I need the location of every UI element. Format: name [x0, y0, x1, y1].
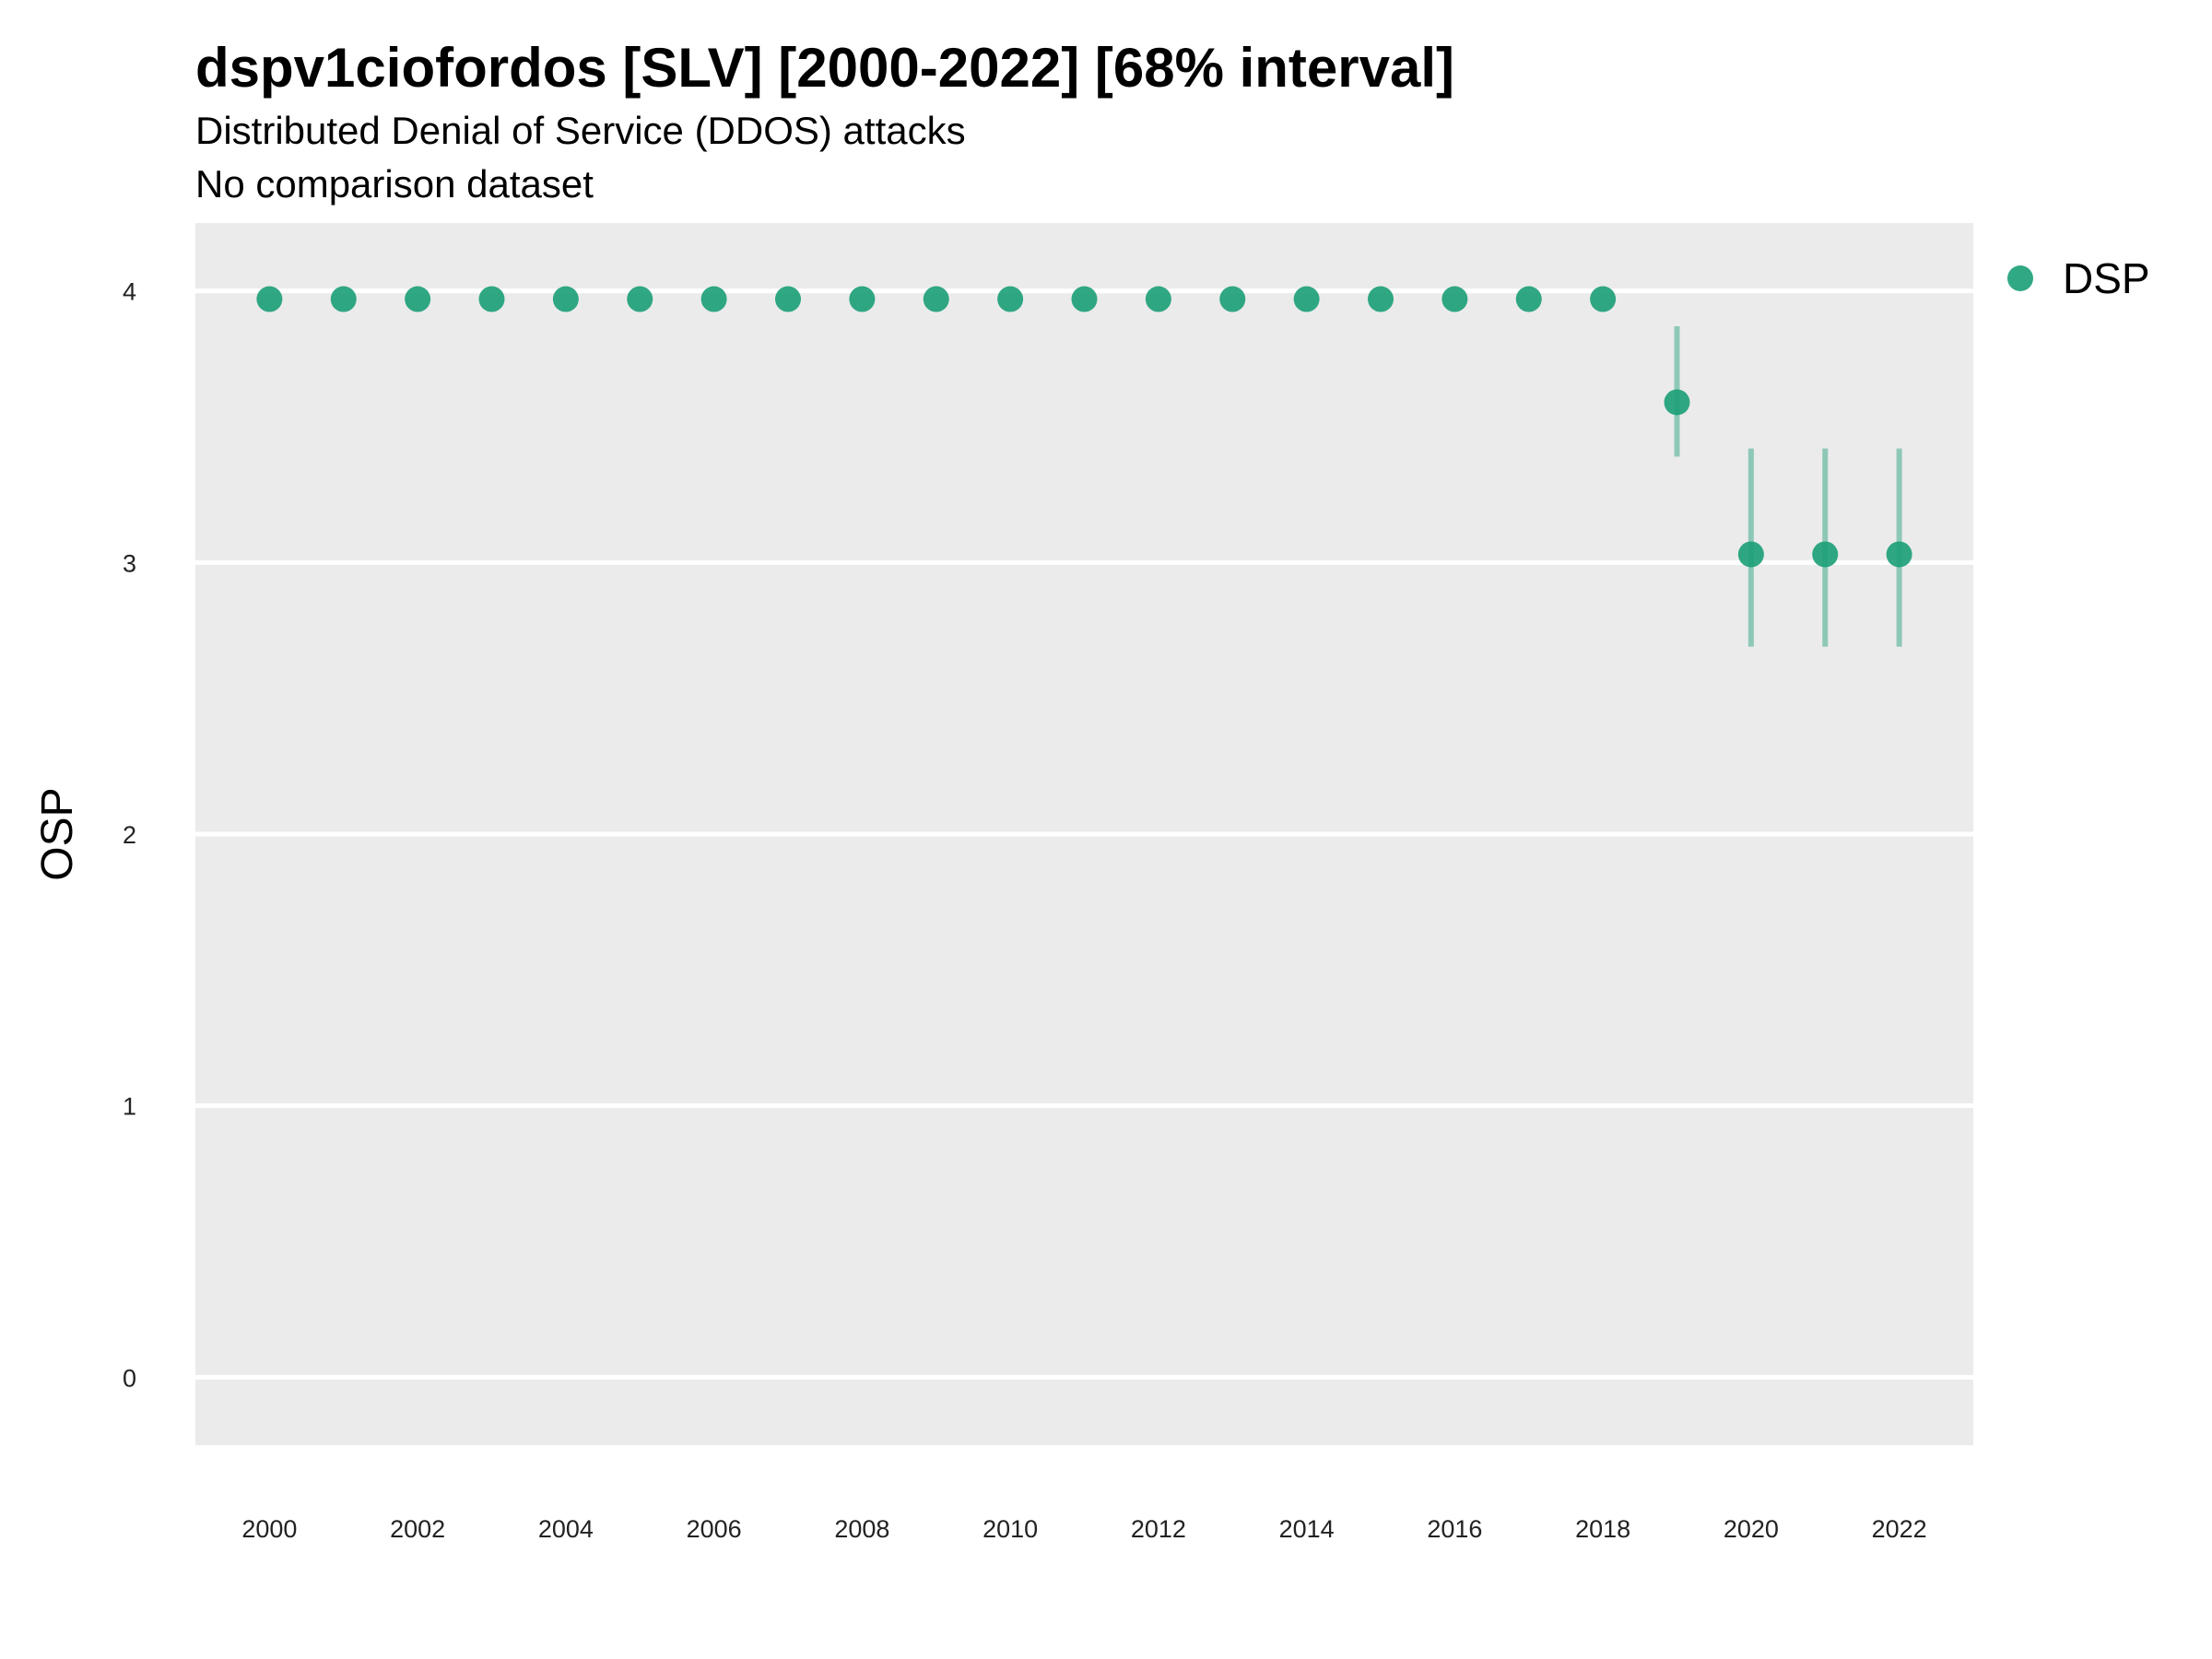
- legend-marker-dsp: [2007, 265, 2033, 291]
- data-point: [1293, 286, 1320, 312]
- data-point: [1886, 541, 1912, 568]
- x-tick-label: 2022: [1872, 1515, 1927, 1543]
- y-tick-label: 4: [123, 278, 136, 306]
- chart-subtitle: Distributed Denial of Service (DDOS) att…: [195, 109, 966, 152]
- data-point: [997, 286, 1024, 312]
- y-tick-label: 1: [123, 1093, 136, 1121]
- data-point: [405, 286, 431, 312]
- y-tick-label: 3: [123, 549, 136, 577]
- y-tick-label: 0: [123, 1364, 136, 1392]
- data-point: [1515, 286, 1542, 312]
- x-tick-label: 2008: [834, 1515, 889, 1543]
- data-point: [627, 286, 653, 312]
- x-tick-label: 2016: [1427, 1515, 1482, 1543]
- legend-label-dsp: DSP: [2063, 254, 2150, 302]
- data-point: [700, 286, 727, 312]
- data-point: [1737, 541, 1764, 568]
- y-tick-label: 2: [123, 821, 136, 849]
- data-point: [1590, 286, 1617, 312]
- x-tick-label: 2000: [241, 1515, 297, 1543]
- data-point: [1219, 286, 1246, 312]
- x-tick-label: 2014: [1279, 1515, 1335, 1543]
- data-point: [1664, 389, 1690, 416]
- data-point: [1441, 286, 1468, 312]
- y-axis-label: OSP: [33, 787, 82, 880]
- chart-subtitle-comparison: No comparison dataset: [195, 162, 594, 206]
- chart-title: dspv1ciofordos [SLV] [2000-2022] [68% in…: [195, 37, 1454, 99]
- x-tick-label: 2010: [982, 1515, 1038, 1543]
- x-tick-label: 2004: [538, 1515, 594, 1543]
- x-tick-label: 2006: [687, 1515, 742, 1543]
- data-point: [330, 286, 357, 312]
- data-point: [849, 286, 876, 312]
- legend: DSP: [2007, 254, 2150, 302]
- data-point: [1145, 286, 1171, 312]
- data-point: [478, 286, 505, 312]
- x-tick-label: 2002: [390, 1515, 445, 1543]
- x-tick-label: 2012: [1131, 1515, 1186, 1543]
- data-point: [775, 286, 801, 312]
- y-axis-ticks: 0 1 2 3 4: [123, 278, 136, 1393]
- x-tick-label: 2020: [1724, 1515, 1779, 1543]
- data-point: [923, 286, 949, 312]
- data-point: [1812, 541, 1839, 568]
- series-dsp: [256, 286, 1912, 647]
- data-point: [256, 286, 283, 312]
- grid-lines: [195, 288, 1973, 1380]
- data-point: [1071, 286, 1098, 312]
- x-tick-label: 2018: [1575, 1515, 1630, 1543]
- x-axis-ticks: 2000 2002 2004 2006 2008 2010 2012 2014 2016 2018…: [241, 1515, 1926, 1543]
- data-point: [552, 286, 579, 312]
- data-point: [1368, 286, 1394, 312]
